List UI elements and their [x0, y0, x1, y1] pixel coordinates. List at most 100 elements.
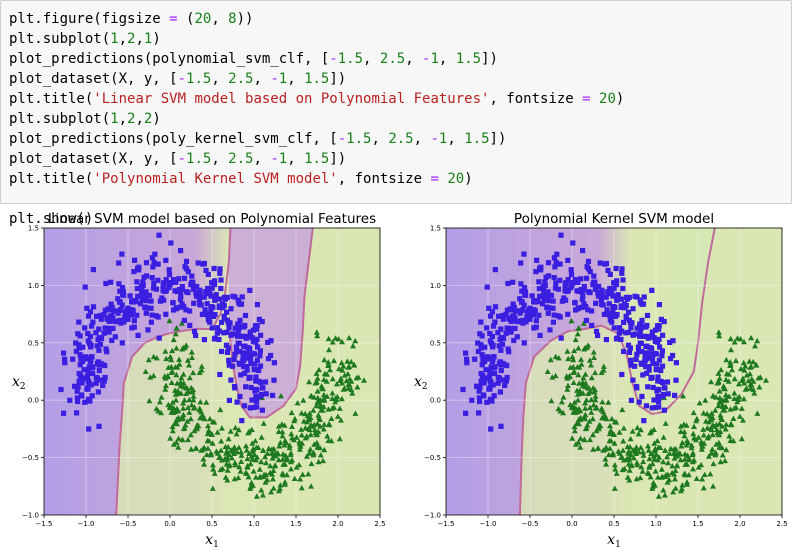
data-point-class-0: [628, 357, 634, 363]
data-point-class-1: [178, 374, 185, 381]
data-point-class-1: [690, 409, 697, 416]
data-point-class-1: [320, 457, 326, 464]
y-tick-label: −0.5: [424, 454, 441, 462]
data-point-class-0: [613, 265, 619, 272]
data-point-class-1: [681, 470, 688, 477]
data-point-class-1: [547, 356, 554, 363]
data-point-class-1: [173, 325, 180, 331]
code-token: plt.title(: [9, 171, 94, 187]
data-point-class-1: [731, 375, 738, 382]
data-point-class-0: [607, 271, 613, 277]
code-editor[interactable]: plt.figure(figsize = (20, 8)) plt.subplo…: [9, 9, 624, 229]
data-point-class-0: [170, 307, 177, 313]
code-token: 2: [127, 111, 136, 127]
data-point-class-0: [134, 312, 140, 318]
data-point-class-1: [695, 434, 702, 440]
data-point-class-1: [717, 458, 724, 465]
data-point-class-0: [641, 418, 647, 424]
data-point-class-1: [584, 422, 591, 428]
data-point-class-1: [314, 375, 321, 381]
data-point-class-1: [309, 423, 316, 429]
data-point-class-0: [547, 327, 553, 333]
data-point-class-1: [581, 436, 588, 442]
data-point-class-0: [535, 298, 541, 304]
data-point-class-1: [169, 404, 176, 411]
code-token: ,: [253, 71, 271, 87]
data-point-class-1: [577, 435, 584, 441]
data-point-class-1: [652, 468, 659, 474]
data-point-class-0: [271, 360, 277, 366]
data-point-class-0: [235, 333, 241, 339]
data-point-class-1: [216, 453, 223, 459]
data-point-class-0: [119, 340, 125, 346]
data-point-class-0: [521, 340, 527, 346]
data-point-class-1: [655, 493, 662, 499]
code-cell[interactable]: plt.figure(figsize = (20, 8)) plt.subplo…: [0, 0, 792, 227]
code-token: 20: [447, 171, 465, 187]
data-point-class-1: [681, 428, 688, 435]
data-point-class-1: [731, 339, 738, 345]
data-point-class-0: [656, 336, 662, 342]
y-tick-label: 0.5: [430, 339, 441, 347]
data-point-class-1: [669, 463, 676, 469]
data-point-class-1: [716, 332, 723, 339]
data-point-class-0: [105, 329, 111, 335]
data-point-class-1: [310, 450, 317, 456]
data-point-class-1: [646, 455, 653, 462]
data-point-class-0: [592, 279, 598, 285]
code-line: plot_dataset(X, y, [-1.5, 2.5, -1, 1.5]): [9, 151, 346, 167]
data-point-class-1: [659, 473, 666, 480]
data-point-class-0: [143, 310, 149, 316]
code-token: 2.5: [388, 131, 414, 147]
data-point-class-0: [74, 410, 80, 416]
data-point-class-1: [184, 418, 191, 424]
data-point-class-1: [640, 449, 646, 455]
data-point-class-1: [580, 320, 587, 326]
data-point-class-0: [489, 398, 495, 404]
data-point-class-0: [644, 322, 650, 329]
y-axis-label: x2: [12, 374, 26, 392]
data-point-class-1: [639, 468, 646, 474]
data-point-class-0: [491, 365, 497, 371]
data-point-class-1: [722, 426, 729, 432]
data-point-class-0: [651, 335, 657, 341]
data-point-class-1: [247, 460, 254, 467]
data-point-class-1: [206, 415, 213, 422]
data-point-class-0: [503, 378, 509, 384]
data-point-class-0: [621, 348, 627, 355]
data-point-class-0: [193, 293, 199, 299]
data-point-class-1: [279, 470, 286, 477]
code-token: -: [270, 71, 279, 87]
data-point-class-0: [94, 360, 100, 367]
data-point-class-0: [478, 345, 484, 351]
data-point-class-0: [209, 285, 215, 291]
data-point-class-1: [308, 460, 315, 467]
data-point-class-1: [188, 402, 195, 408]
data-point-class-1: [169, 399, 176, 405]
data-point-class-0: [599, 301, 605, 308]
code-token: ,: [405, 51, 423, 67]
data-point-class-1: [660, 487, 667, 493]
data-point-class-0: [102, 325, 108, 331]
data-point-class-1: [741, 367, 748, 373]
data-point-class-1: [283, 471, 290, 478]
data-point-class-1: [264, 476, 271, 483]
data-point-class-1: [303, 453, 310, 459]
data-point-class-1: [352, 410, 359, 416]
data-point-class-1: [602, 456, 609, 462]
data-point-class-1: [235, 444, 242, 450]
data-point-class-0: [620, 277, 626, 283]
data-point-class-0: [634, 351, 640, 357]
data-point-class-1: [145, 356, 152, 363]
data-point-class-1: [723, 356, 730, 363]
data-point-class-0: [95, 389, 101, 395]
data-point-class-0: [521, 285, 528, 291]
data-point-class-0: [212, 278, 218, 284]
data-point-class-1: [232, 459, 238, 466]
data-point-class-1: [575, 420, 582, 427]
data-point-class-1: [582, 405, 589, 411]
data-point-class-1: [308, 483, 315, 489]
data-point-class-0: [618, 296, 624, 302]
data-point-class-1: [287, 458, 294, 465]
data-point-class-1: [611, 440, 618, 446]
